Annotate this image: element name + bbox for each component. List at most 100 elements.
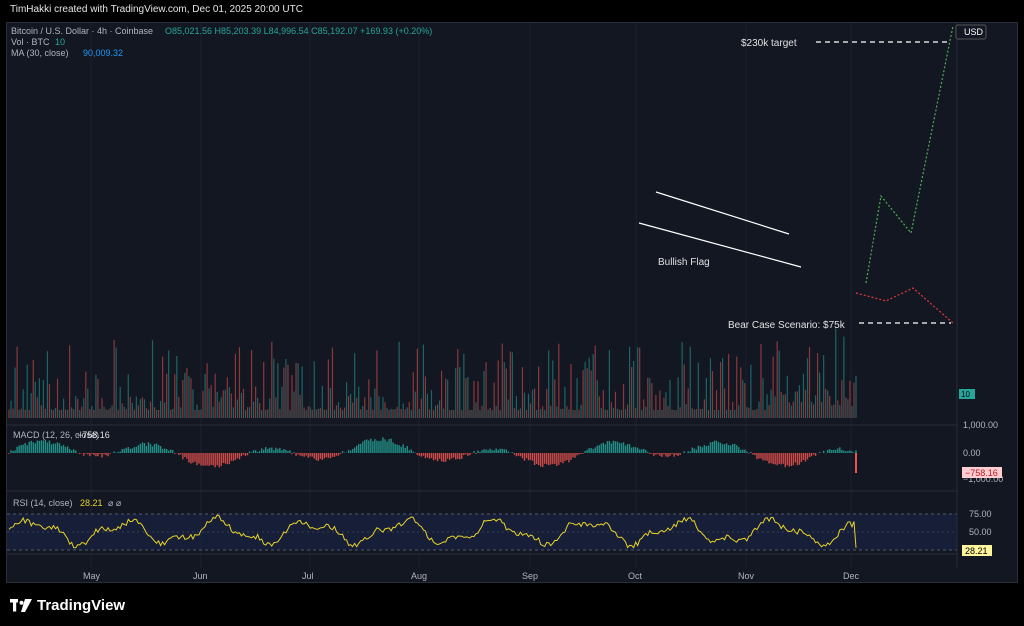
volume-bar <box>422 344 425 418</box>
volume-bar <box>596 380 598 418</box>
volume-bar <box>384 402 386 418</box>
volume-bar <box>529 403 532 418</box>
volume-bar <box>115 347 117 418</box>
macd-histogram-bar <box>224 453 226 464</box>
volume-bar <box>816 353 819 418</box>
volume-bar <box>289 409 291 418</box>
volume-bar <box>560 408 562 418</box>
macd-histogram-bar <box>321 453 324 460</box>
volume-bar <box>839 405 841 418</box>
macd-histogram-bar <box>505 449 507 453</box>
volume-bar <box>372 409 374 418</box>
macd-histogram-bar <box>853 452 855 453</box>
volume-bar <box>505 368 507 418</box>
macd-histogram-bar <box>16 446 18 453</box>
volume-bar <box>782 394 784 418</box>
macd-histogram-bar <box>188 453 190 463</box>
volume-bar <box>277 363 279 418</box>
macd-histogram-bar <box>847 451 849 453</box>
volume-bar <box>210 385 212 418</box>
volume-bar <box>671 409 673 418</box>
macd-histogram-bar <box>119 451 121 453</box>
volume-bar <box>683 364 685 418</box>
macd-histogram-bar <box>497 449 499 453</box>
flag-channel-upper <box>655 191 790 235</box>
macd-histogram-bar <box>554 453 556 464</box>
macd-histogram-bar <box>438 453 441 459</box>
macd-histogram-bar <box>368 440 370 453</box>
volume-bar <box>542 406 544 418</box>
volume-bar <box>760 344 762 418</box>
macd-histogram-bar <box>20 445 22 453</box>
rsi-value: 28.21 <box>80 498 103 508</box>
macd-histogram-bar <box>770 453 772 464</box>
bullish-projection-path <box>865 25 954 284</box>
macd-histogram-bar <box>451 453 453 459</box>
macd-histogram-bar <box>315 453 317 461</box>
volume-bar <box>663 397 665 418</box>
volume-bar <box>798 385 800 418</box>
volume-bar <box>503 362 505 418</box>
volume-bar <box>800 402 803 418</box>
macd-histogram-bar <box>283 449 285 453</box>
volume-bar <box>821 401 823 418</box>
macd-histogram-bar <box>305 453 307 456</box>
volume-bar <box>28 409 30 418</box>
volume-bar <box>667 405 669 418</box>
volume-bar <box>552 360 554 418</box>
volume-bar <box>568 409 570 418</box>
volume-bar <box>418 408 420 418</box>
volume-bar <box>578 409 580 418</box>
volume-bar <box>582 370 584 418</box>
macd-histogram-bar <box>420 453 423 457</box>
volume-bar <box>147 409 150 418</box>
volume-bar <box>273 358 275 418</box>
chart-canvas[interactable]: MACD (12, 26, close)−758.16 RSI (14, clo… <box>7 23 1019 584</box>
macd-histogram-bar <box>216 453 218 466</box>
volume-bar <box>190 378 192 418</box>
volume-bar <box>192 389 194 418</box>
volume-bar <box>350 393 352 418</box>
volume-bar <box>352 402 354 418</box>
volume-bar <box>643 399 645 418</box>
macd-histogram-bar <box>835 449 837 453</box>
macd-histogram-bar <box>85 453 87 454</box>
macd-histogram-bar <box>198 453 200 464</box>
macd-histogram-bar <box>477 450 479 453</box>
macd-histogram-bar <box>818 452 821 453</box>
chart-frame[interactable]: MACD (12, 26, close) −758.16 RSI (14, clo… <box>6 22 1018 583</box>
volume-bar <box>32 359 34 418</box>
volume-bar <box>46 351 49 418</box>
volume-bar <box>443 408 445 418</box>
macd-histogram-bar <box>246 453 249 456</box>
macd-histogram-bar <box>679 453 681 455</box>
volume-bar <box>554 379 556 418</box>
macd-histogram-bar <box>562 453 564 464</box>
volume-bar <box>345 382 348 418</box>
volume-bar <box>117 409 119 418</box>
macd-histogram-bar <box>444 453 447 462</box>
volume-bar <box>533 388 536 418</box>
macd-histogram-bar <box>689 451 691 453</box>
macd-histogram-bar <box>66 446 69 453</box>
macd-histogram-bar <box>250 452 253 453</box>
macd-histogram-bar <box>614 441 617 453</box>
macd-tick-label: −1,000.00 <box>963 474 1003 484</box>
volume-bar <box>18 409 20 418</box>
volume-bar <box>426 393 429 418</box>
volume-bar <box>81 406 83 418</box>
macd-histogram-bar <box>260 448 263 453</box>
volume-bar <box>390 408 392 418</box>
macd-histogram-bar <box>378 441 380 453</box>
macd-histogram-bar <box>275 447 277 453</box>
volume-bar <box>628 346 631 418</box>
legend-vol-value: 10 <box>55 37 65 47</box>
volume-bar <box>313 361 315 418</box>
volume-bar <box>376 350 378 418</box>
time-tick-label: May <box>83 571 101 581</box>
macd-histogram-bar <box>214 453 216 468</box>
macd-histogram-bar <box>766 453 768 461</box>
macd-histogram-bar <box>137 445 140 453</box>
volume-bar <box>538 366 540 418</box>
macd-histogram-bar <box>238 453 241 460</box>
